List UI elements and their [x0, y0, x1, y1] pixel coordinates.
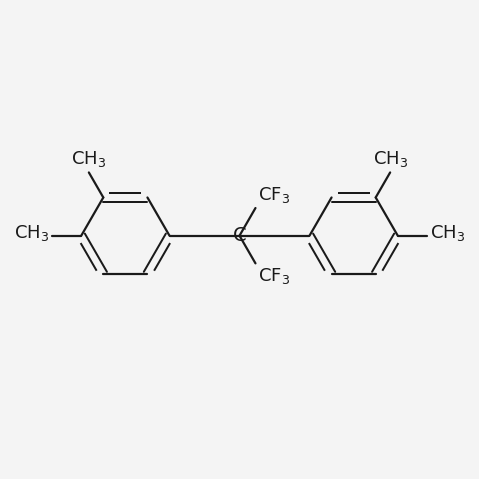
- Text: CH$_3$: CH$_3$: [430, 223, 465, 243]
- Text: CH$_3$: CH$_3$: [373, 148, 408, 169]
- Text: CH$_3$: CH$_3$: [71, 148, 106, 169]
- Text: C: C: [233, 226, 246, 245]
- Text: CF$_3$: CF$_3$: [258, 185, 290, 205]
- Text: CH$_3$: CH$_3$: [14, 223, 49, 243]
- Text: CF$_3$: CF$_3$: [258, 266, 290, 286]
